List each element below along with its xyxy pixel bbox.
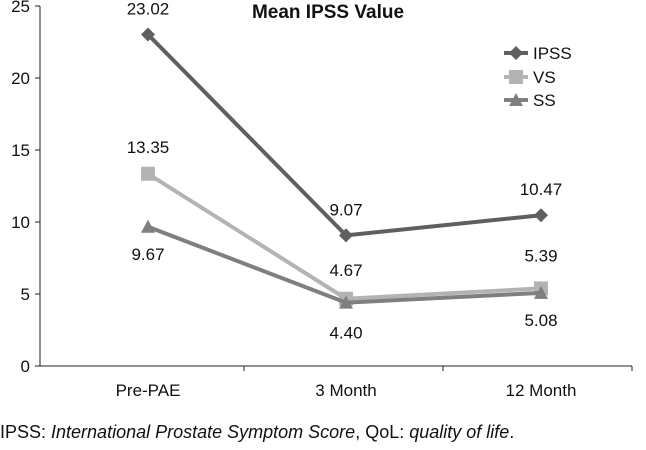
chart-title: Mean IPSS Value [252,2,404,23]
data-point-ipss [339,228,353,243]
caption-part-2: International Prostate Symptom Score [51,422,356,442]
legend-item-ipss: IPSS [504,44,572,63]
y-tick-label: 15 [11,141,30,160]
caption-part-5: . [509,422,515,442]
line-chart: Mean IPSS Value 0 5 10 15 20 25 Pre-PAE 3 Month… [11,0,633,400]
legend-item-vs: VS [504,68,556,87]
data-point-ipss [141,27,155,42]
data-label: 9.07 [329,200,362,219]
x-tick-label: 12 Month [506,381,577,400]
data-labels-ss: 9.67 4.40 5.08 [131,245,557,343]
legend-item-ss: SS [504,91,556,110]
data-point-ipss [534,208,548,223]
y-tick-label: 5 [21,285,30,304]
data-label: 4.67 [329,261,362,280]
y-tick-label: 10 [11,213,30,232]
data-labels-vs: 13.35 4.67 5.39 [127,138,558,280]
chart-axes: 0 5 10 15 20 25 Pre-PAE 3 Month 12 Month [11,0,633,400]
legend-label: SS [533,91,556,110]
y-tick-label: 25 [11,0,30,16]
data-labels-ipss: 23.02 9.07 10.47 [127,0,563,219]
figure-caption: IPSS: International Prostate Symptom Sco… [0,422,646,443]
series-layer: 23.02 9.07 10.47 13.35 4.67 5.39 9.67 4.40 5.08 [127,0,563,343]
series-ss [141,219,548,309]
data-label: 23.02 [127,0,170,19]
data-label: 5.39 [524,246,557,265]
data-label: 5.08 [524,311,557,330]
caption-part-4: quality of life [409,422,510,442]
data-label: 13.35 [127,138,170,157]
caption-part-3: , QoL: [355,422,410,442]
legend-marker [509,70,523,84]
data-label: 10.47 [520,180,563,199]
y-tick-label: 20 [11,69,30,88]
legend-marker [509,46,523,60]
data-point-ss [534,285,548,299]
series-ipss [141,27,548,243]
y-tick-label: 0 [21,357,30,376]
data-point-ss [339,295,353,309]
caption-part-1: IPSS: [0,422,52,442]
x-tick-label: Pre-PAE [116,381,181,400]
x-tick-label: 3 Month [315,381,376,400]
data-label: 9.67 [131,245,164,264]
legend-label: VS [533,68,556,87]
data-point-vs [141,166,155,181]
data-label: 4.40 [329,324,362,343]
legend-label: IPSS [533,44,572,63]
chart-legend: IPSS VS SS [504,44,572,110]
legend-marker [509,93,523,106]
data-point-ss [141,219,155,233]
